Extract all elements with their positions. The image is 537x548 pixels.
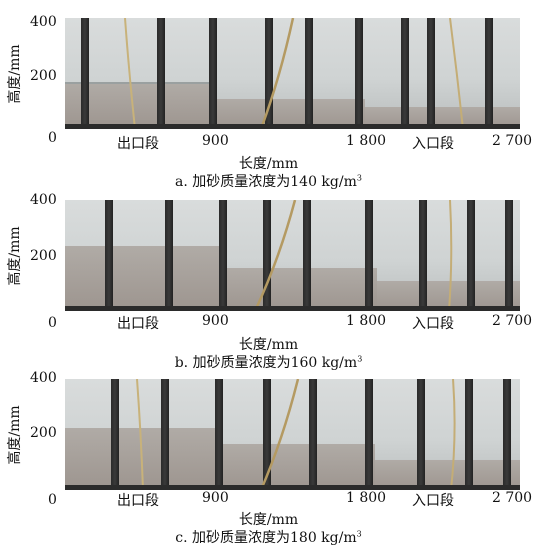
x-tick-2700: 2 700 xyxy=(492,490,533,506)
x-tick-1800: 1 800 xyxy=(346,490,387,506)
x-axis-label: 长度/mm xyxy=(238,512,299,528)
y-tick-400: 400 xyxy=(30,192,57,208)
panel-c: 高度/mm 400 200 0 出口段 900 1 800 入口段 2 700 … xyxy=(0,361,537,546)
y-axis-label: 高度/mm xyxy=(7,44,23,104)
y-axis-label: 高度/mm xyxy=(7,226,23,286)
x-tick-1800: 1 800 xyxy=(346,313,387,329)
x-tick-900: 900 xyxy=(202,313,229,329)
caption-b: b. 加砂质量浓度为160 kg/m3 xyxy=(174,354,363,371)
y-tick-0: 0 xyxy=(48,130,57,146)
x-tick-2700: 2 700 xyxy=(492,133,533,149)
x-tick-outlet: 出口段 xyxy=(117,136,159,152)
panel-b: 高度/mm 400 200 0 出口段 900 1 800 入口段 2 700 … xyxy=(0,182,537,371)
flume-photo-c xyxy=(65,379,520,490)
x-tick-900: 900 xyxy=(202,490,229,506)
caption-c: c. 加砂质量浓度为180 kg/m3 xyxy=(175,529,362,546)
x-tick-1800: 1 800 xyxy=(346,133,387,149)
y-axis-label: 高度/mm xyxy=(7,405,23,465)
y-tick-400: 400 xyxy=(30,14,57,30)
x-tick-2700: 2 700 xyxy=(492,313,533,329)
x-tick-inlet: 入口段 xyxy=(412,493,454,509)
x-tick-outlet: 出口段 xyxy=(117,316,159,332)
x-tick-inlet: 入口段 xyxy=(412,316,454,332)
y-tick-0: 0 xyxy=(48,315,57,331)
x-tick-outlet: 出口段 xyxy=(117,493,159,509)
panel-a: 高度/mm 400 200 0 出口段 900 1 800 入口段 2 700 … xyxy=(0,0,537,190)
x-tick-inlet: 入口段 xyxy=(412,136,454,152)
caption-a: a. 加砂质量浓度为140 kg/m3 xyxy=(175,173,362,190)
x-axis-label: 长度/mm xyxy=(238,337,299,353)
x-axis-label: 长度/mm xyxy=(238,156,299,172)
y-tick-400: 400 xyxy=(30,370,57,386)
y-tick-0: 0 xyxy=(48,492,57,508)
flume-photo-b xyxy=(65,200,520,311)
y-tick-200: 200 xyxy=(30,248,57,264)
x-tick-900: 900 xyxy=(202,133,229,149)
y-tick-200: 200 xyxy=(30,68,57,84)
y-tick-200: 200 xyxy=(30,425,57,441)
flume-photo-a xyxy=(65,18,520,129)
